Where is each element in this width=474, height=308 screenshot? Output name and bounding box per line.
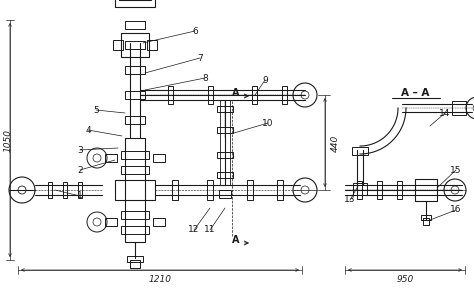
Bar (121, 166, 149, 174)
Bar (130, 260, 140, 268)
Bar (353, 183, 367, 195)
Bar (217, 106, 233, 112)
Bar (217, 152, 233, 158)
Bar (147, 40, 157, 50)
Text: 3: 3 (77, 145, 83, 155)
Text: 1: 1 (77, 192, 83, 201)
Bar (125, 138, 145, 242)
Bar (172, 180, 178, 200)
Bar (121, 226, 149, 234)
Bar (217, 127, 233, 133)
Text: 440: 440 (330, 134, 339, 152)
Bar (48, 182, 52, 198)
Bar (78, 182, 82, 198)
Text: 7: 7 (197, 54, 203, 63)
Bar (63, 182, 67, 198)
Text: A: A (232, 88, 240, 98)
Text: 6: 6 (192, 26, 198, 35)
Bar (208, 86, 212, 104)
Bar (398, 181, 402, 199)
Text: 1050: 1050 (3, 128, 12, 152)
Bar (125, 91, 145, 99)
Text: 950: 950 (396, 275, 414, 285)
Bar (452, 101, 466, 115)
Bar (113, 40, 123, 50)
Bar (247, 180, 253, 200)
Bar (121, 151, 149, 159)
Bar (277, 180, 283, 200)
Bar (121, 33, 149, 57)
Bar (125, 116, 145, 124)
Bar (207, 180, 213, 200)
Bar (115, 180, 155, 200)
Bar (423, 218, 429, 225)
Bar (352, 147, 368, 155)
Text: 16: 16 (450, 205, 462, 214)
Bar (125, 21, 145, 29)
Bar (125, 66, 145, 74)
Text: 13: 13 (344, 196, 356, 205)
Text: 11: 11 (204, 225, 216, 234)
Bar (219, 190, 231, 198)
Text: 15: 15 (450, 165, 462, 175)
Text: 4: 4 (85, 125, 91, 135)
Bar (127, 256, 143, 262)
Bar (167, 86, 173, 104)
Bar (377, 181, 383, 199)
Bar (357, 181, 363, 199)
Bar (105, 218, 117, 226)
Text: 10: 10 (262, 119, 274, 128)
Text: 1210: 1210 (148, 275, 172, 285)
Text: 9: 9 (262, 75, 268, 84)
Bar (125, 41, 145, 49)
Text: 14: 14 (439, 108, 451, 117)
Bar (115, 0, 155, 7)
Bar (283, 86, 288, 104)
Bar (153, 218, 165, 226)
Bar (121, 211, 149, 219)
Bar (415, 179, 437, 201)
Bar (153, 154, 165, 162)
Text: 12: 12 (188, 225, 200, 234)
Text: 5: 5 (93, 106, 99, 115)
Text: A – A: A – A (401, 88, 429, 98)
Bar (253, 86, 257, 104)
Text: A: A (232, 235, 240, 245)
Text: 2: 2 (77, 165, 83, 175)
Bar (421, 215, 431, 220)
Text: 8: 8 (202, 74, 208, 83)
Bar (217, 172, 233, 178)
Bar (105, 154, 117, 162)
